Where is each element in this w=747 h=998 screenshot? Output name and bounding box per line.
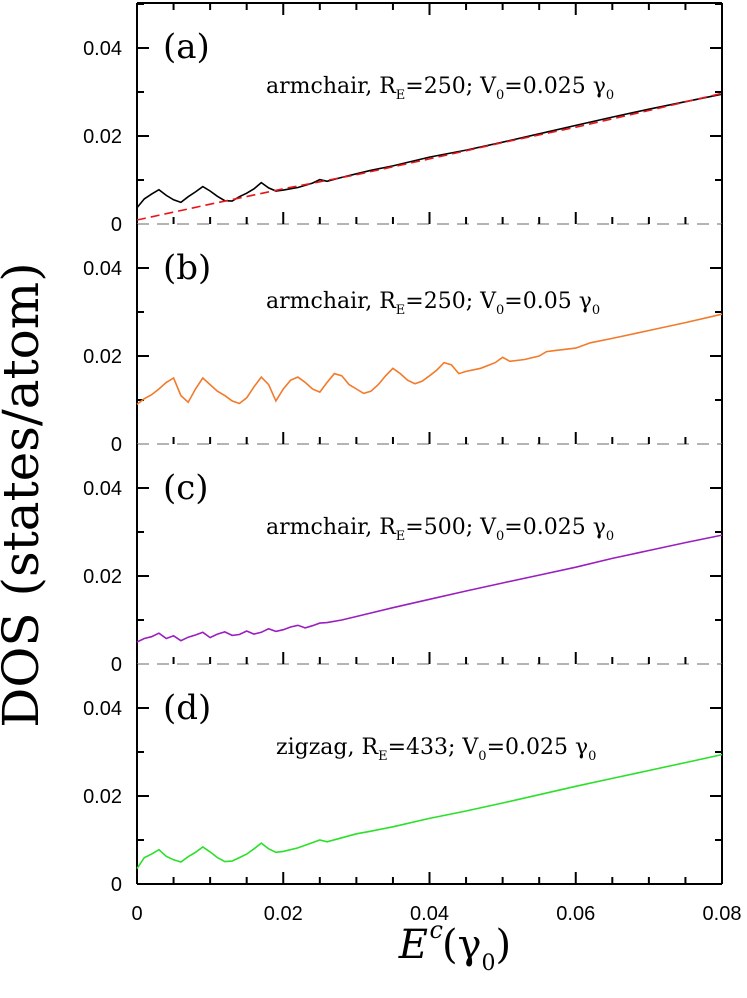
x-axis-label-main: E	[398, 922, 428, 968]
y-tick-label: 0	[111, 654, 122, 676]
y-axis-label: DOS (states/atom)	[0, 262, 50, 727]
panel-label: (b)	[163, 248, 211, 288]
x-tick-label: 0.08	[703, 903, 742, 925]
dos-curve	[136, 93, 723, 209]
x-axis-label-units: (γ0)	[442, 922, 511, 976]
panel-label: (a)	[163, 27, 210, 67]
y-tick-label: 0.04	[83, 38, 122, 60]
x-tick-labels: 0 0.02 0.04 0.06 0.08	[131, 903, 741, 925]
x-tick-label: 0.04	[410, 903, 449, 925]
y-tick-label: 0.02	[83, 126, 122, 148]
y-tick-label: 0.04	[83, 258, 122, 280]
panel-label: (d)	[163, 688, 211, 728]
x-tick-label: 0.02	[264, 903, 303, 925]
y-tick-label: 0	[111, 214, 122, 236]
panel-annotation: armchair, RE=500; V0=0.025 γ0	[266, 515, 614, 544]
panel-c: 0 0.02 0.04 (c) armchair, RE=500; V0=0.025 γ…	[83, 444, 723, 676]
y-tick-label: 0.04	[83, 478, 122, 500]
x-tick-label: 0.06	[556, 903, 595, 925]
y-tick-label: 0.02	[83, 786, 122, 808]
panel-b: 0 0.02 0.04 (b) armchair, RE=250; V0=0.05 γ0	[83, 224, 723, 456]
dos-curve	[136, 753, 723, 870]
panel-label: (c)	[163, 468, 209, 508]
reference-curve	[136, 92, 723, 221]
panel-annotation: zigzag, RE=433; V0=0.025 γ0	[276, 735, 596, 764]
panels: 0 0.02 0.04 (a) armchair, RE=250; V0=0.025 γ…	[83, 2, 723, 896]
y-tick-label: 0	[111, 874, 122, 896]
y-tick-label: 0.04	[83, 698, 122, 720]
panel-a: 0 0.02 0.04 (a) armchair, RE=250; V0=0.025 γ…	[83, 2, 723, 236]
panel-annotation: armchair, RE=250; V0=0.025 γ0	[266, 74, 614, 103]
panel-annotation: armchair, RE=250; V0=0.05 γ0	[266, 289, 600, 318]
x-tick-label: 0	[131, 903, 142, 925]
x-axis-label-sup: c	[430, 916, 443, 944]
panel-d: 0 0.02 0.04 (d) zigzag, RE=433; V0=0.025 γ0	[83, 664, 723, 896]
dos-curve	[136, 534, 723, 643]
dos-curve	[136, 313, 723, 406]
y-tick-label: 0.02	[83, 566, 122, 588]
y-tick-label: 0	[111, 434, 122, 456]
y-tick-label: 0.02	[83, 346, 122, 368]
